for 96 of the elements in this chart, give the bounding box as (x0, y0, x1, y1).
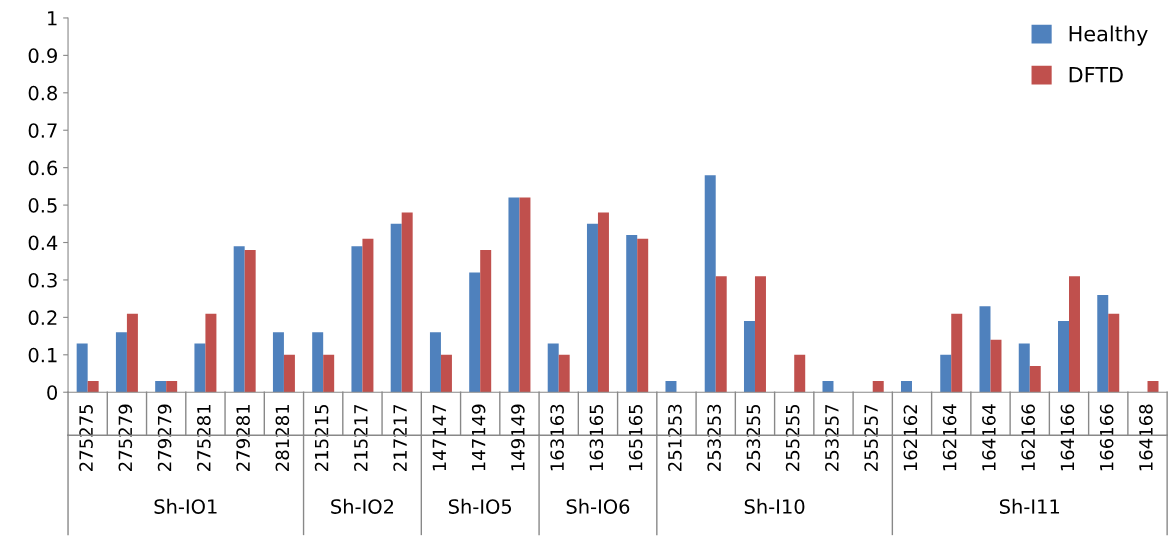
x-tick-label: 163165 (589, 404, 604, 471)
x-tick-label: 215217 (354, 404, 368, 471)
bar (743, 321, 755, 393)
x-tick-label: 162164 (942, 404, 957, 471)
bar (126, 313, 138, 393)
bar (597, 212, 609, 393)
bar (1069, 276, 1080, 393)
x-tick-label: 251253 (668, 404, 682, 471)
text: Sh-IO5 (448, 498, 512, 514)
x-tick-label: 281281 (275, 405, 290, 471)
legend-label: Healthy (1069, 25, 1148, 46)
y-tick-label: 0.9 (28, 48, 57, 64)
bar (401, 212, 413, 393)
x-tick-label: 147147 (432, 404, 446, 471)
y-tick-label: 0.1 (28, 347, 57, 363)
bar (323, 354, 335, 393)
text: Sh-IO6 (566, 498, 630, 514)
y-tick-label: 0.7 (28, 123, 57, 138)
x-tick-label: 164164 (982, 404, 996, 471)
x-tick-label: 163163 (550, 404, 564, 471)
y-tick-label: 0.3 (28, 272, 57, 288)
bar (469, 272, 481, 393)
bar (940, 354, 952, 393)
x-tick-label: 255255 (785, 404, 800, 471)
x-tick-label: 253255 (746, 404, 761, 471)
bar (1018, 343, 1030, 393)
x-tick-label: 149149 (511, 404, 525, 471)
text: Sh-I10 (744, 498, 805, 514)
text: Sh-IO2 (331, 498, 394, 514)
bar (166, 381, 178, 393)
bar (351, 246, 363, 393)
text: Sh-IO1 (154, 498, 217, 514)
bar (586, 223, 598, 393)
bar (626, 235, 638, 393)
x-tick-label: 279279 (157, 404, 172, 471)
bar (637, 238, 649, 393)
x-tick-label: 164168 (1139, 404, 1153, 471)
bar (715, 276, 727, 393)
x-tick-label: 164166 (1060, 404, 1075, 471)
bar (87, 381, 99, 393)
bar (704, 175, 716, 393)
y-tick-label: 0.2 (28, 310, 57, 326)
bar (194, 343, 206, 393)
text: Sh-I11 (999, 498, 1060, 514)
bar (508, 197, 520, 393)
bar (115, 332, 127, 393)
bar (440, 354, 452, 393)
y-tick-label: 1 (48, 11, 57, 26)
bar (979, 306, 991, 393)
bar (272, 332, 284, 393)
bar (233, 246, 245, 393)
bar (951, 313, 963, 393)
bar (1029, 366, 1041, 393)
bar (794, 354, 806, 393)
bar (822, 381, 834, 393)
bar (205, 313, 217, 393)
bar (362, 238, 374, 393)
bar (901, 381, 912, 393)
bar (312, 332, 324, 393)
y-tick-label: 0.6 (28, 160, 58, 176)
bar (1108, 313, 1120, 393)
bar (283, 354, 295, 393)
x-tick-label: 253253 (707, 404, 721, 471)
x-tick-label: 162166 (1021, 404, 1035, 471)
x-tick-label: 147149 (471, 404, 486, 471)
bar (480, 250, 492, 393)
bar (1097, 294, 1109, 393)
y-tick-label: 0.4 (28, 235, 58, 251)
y-tick-label: 0 (47, 385, 58, 400)
x-tick-label: 275279 (118, 404, 133, 471)
y-tick-label: 0.8 (28, 85, 57, 101)
bar (76, 343, 88, 393)
bar (519, 197, 531, 393)
x-tick-label: 166166 (1099, 404, 1114, 471)
x-tick-label: 279281 (236, 405, 250, 471)
legend-label: DFTD (1069, 67, 1123, 83)
y-tick-label: 0.5 (28, 198, 57, 213)
x-tick-label: 253257 (825, 404, 839, 471)
bar (390, 223, 402, 393)
bar (155, 381, 167, 393)
bar (665, 381, 677, 393)
bar (558, 354, 570, 393)
bar (244, 250, 256, 393)
bar (547, 343, 559, 393)
bar (1058, 321, 1069, 393)
x-tick-label: 162162 (903, 405, 918, 471)
x-tick-label: 165165 (628, 404, 643, 471)
bar (429, 332, 441, 393)
x-tick-label: 275275 (79, 404, 93, 471)
bar (990, 339, 1002, 393)
x-tick-label: 215215 (314, 404, 329, 471)
x-tick-label: 255257 (864, 404, 878, 471)
bar (754, 276, 766, 393)
bar (872, 381, 884, 393)
x-tick-label: 275281 (197, 405, 211, 471)
x-tick-label: 217217 (393, 404, 407, 471)
